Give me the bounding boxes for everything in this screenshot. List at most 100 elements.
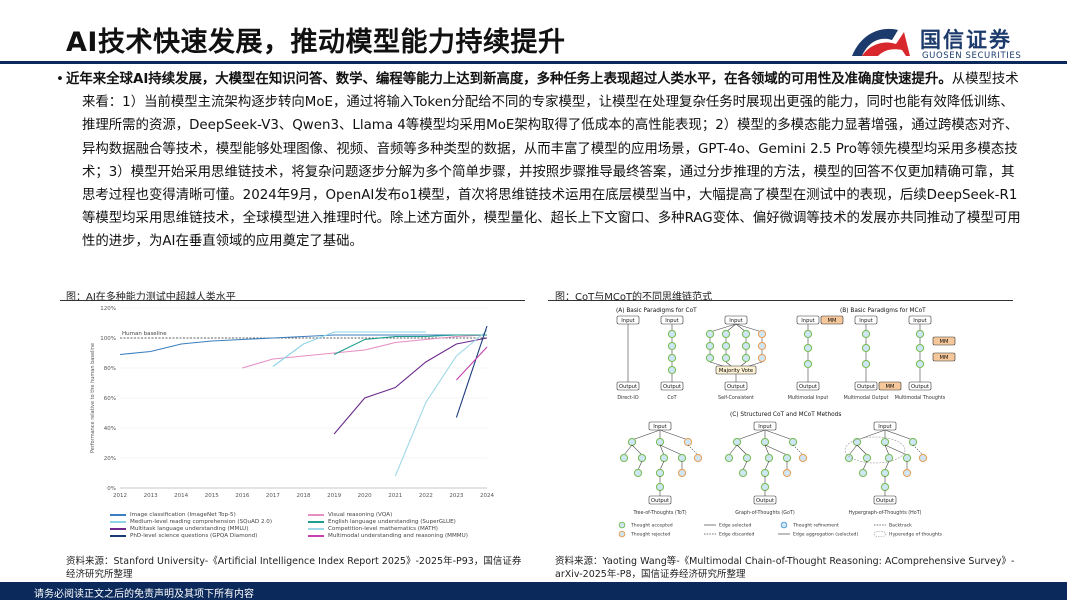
thought-node [858,468,868,478]
thought-node [627,437,637,447]
thought-node [667,365,677,375]
output-self-consistent-box [724,381,748,391]
thought-node [880,437,890,447]
thought-node [667,329,677,339]
series-line-5 [394,330,488,477]
thought-node [803,329,813,339]
legend-swatch [110,514,126,516]
thought-node [667,353,677,363]
edge [848,444,858,456]
logo-english-name: GUOSEN SECURITIES [922,51,1022,61]
x-tick-label: 2012 [113,493,127,499]
thought-node [633,468,643,478]
thought-node [693,453,703,463]
thought-node [880,482,890,492]
thought-node [844,453,854,463]
legend-swatch [308,521,324,523]
y-axis-label: Performance relative to the human baseli… [90,343,96,453]
thought-node [705,353,715,363]
legend-item: PhD-level science questions (GPQA Diamon… [110,533,302,539]
thought-node [902,453,912,463]
edge [856,429,886,441]
input-self-consistent-label: Input [729,318,742,324]
x-tick-label: 2013 [144,493,158,499]
thought-node [757,341,767,351]
thought-node [741,353,751,363]
legend-item: Competition-level mathematics (MATH) [308,526,500,532]
paragraph-rest: 从模型技术来看：1）当前模型主流架构逐步转向MoE，通过将输入Token分配给不… [82,72,1021,250]
output-cot-label: Output [663,384,681,390]
output-c2-box [873,495,897,505]
edge [862,460,868,471]
paragraph-lead: 近年来全球AI持续发展，大模型在知识问答、数学、编程等能力上达到新高度，多种任务… [66,72,952,87]
legend-label: Image classification (ImageNet Top-5) [130,512,236,518]
edge [912,444,924,456]
section-a-title: (A) Basic Paradigms for CoT [616,308,697,314]
human-baseline-label: Human baseline [122,331,167,337]
thought-node [721,353,731,363]
output-mm-thought-label: Output [911,384,929,390]
legend-swatch [110,535,126,537]
chart-legend: Image classification (ImageNet Top-5) Vis… [110,512,500,539]
edge [659,444,665,456]
thought-node [721,329,731,339]
legend-item: Image classification (ImageNet Top-5) [110,512,302,518]
majority-vote-label: Majority Vote [719,368,753,374]
edge [631,429,661,441]
legend-text-5: Edge aggregation (selected) [793,532,858,538]
edge [659,429,689,441]
edge [742,460,748,471]
x-tick-label: 2017 [266,493,280,499]
output-c0-label: Output [651,498,669,504]
legend-item: Visual reasoning (VQA) [308,512,500,518]
thought-node [764,453,774,463]
thought-node [782,468,792,478]
output-c1-box [753,495,777,505]
legend-swatch [110,528,126,530]
legend-label: PhD-level science questions (GPQA Diamon… [130,533,258,539]
output-mm-thought-box [908,381,932,391]
thought-node [861,329,871,339]
caption-top-3: Multimodal Input [788,395,829,401]
thought-node [760,437,770,447]
edge [764,444,788,456]
series-line-2 [272,331,426,367]
guosen-logo-icon [852,28,910,56]
mm-tag-thought-1-label: MM [940,339,949,345]
edge [764,429,794,441]
page-title: AI技术快速发展，推动模型能力持续提升 [66,27,566,58]
thought-node [915,343,925,353]
y-tick-label: 40% [104,426,116,432]
mm-tag-output-label: MM [886,384,895,390]
edge [728,444,738,456]
x-tick-label: 2018 [297,493,311,499]
thought-node [724,453,734,463]
edge [623,444,633,456]
hyperedge-ellipse [844,436,906,464]
y-tick-label: 100% [100,336,116,342]
output-c2-label: Output [876,498,894,504]
paragraph-text: 近年来全球AI持续发展，大模型在知识问答、数学、编程等能力上达到新高度，多种任务… [66,68,1026,254]
edge [736,444,748,456]
x-tick-label: 2014 [174,493,188,499]
legend-swatch [308,528,324,530]
y-tick-label: 60% [104,396,116,402]
x-tick-label: 2019 [327,493,341,499]
output-c1-label: Output [756,498,774,504]
edge [764,444,770,456]
mm-tag-thought-1-box [932,336,956,346]
thought-node [738,468,748,478]
output-cot-box [660,381,684,391]
series-line-1 [242,334,488,369]
thought-node [742,453,752,463]
thought-node [637,453,647,463]
input-direct-io-label: Input [621,318,634,324]
legend-item: Medium-level reading comprehension (SQuA… [110,519,302,525]
legend-node-0 [618,521,626,529]
output-mm-out-box [854,381,878,391]
legend-text-6: Backtrack [889,523,912,529]
legend-item: Multimodal understanding and reasoning (… [308,533,500,539]
left-figure-frame [60,300,525,549]
legend-text-2: Edge selected [719,523,751,529]
edge [709,323,737,333]
